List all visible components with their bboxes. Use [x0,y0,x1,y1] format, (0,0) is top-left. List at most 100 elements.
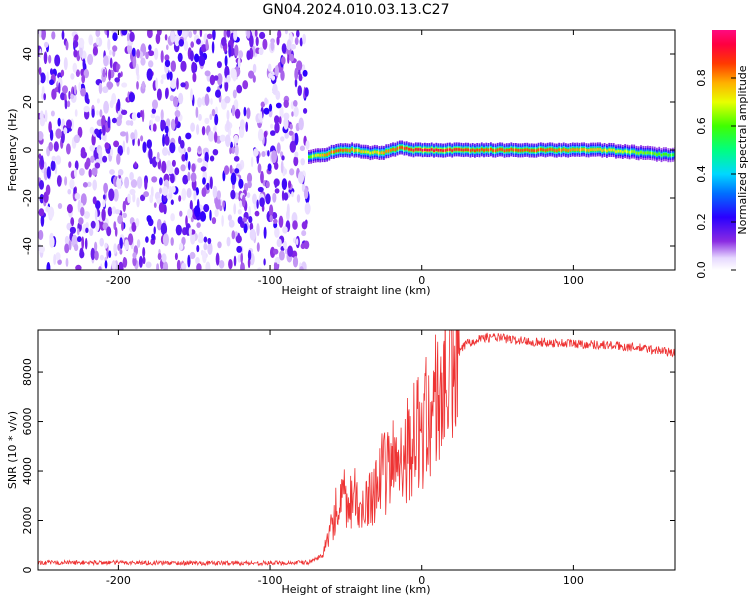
noise-speckle [293,156,299,167]
noise-speckle [211,108,216,117]
spectral-cell [592,148,595,151]
noise-speckle [150,113,156,119]
spectral-cell [585,148,588,152]
noise-speckle [240,221,245,228]
y-tick-label: 8000 [21,358,34,386]
noise-speckle [101,115,106,128]
noise-speckle [38,67,42,75]
noise-speckle [165,88,169,100]
noise-speckle [293,132,299,146]
noise-speckle [103,182,108,194]
noise-speckle [230,172,237,185]
spectral-cell [310,155,312,158]
noise-speckle [256,223,260,237]
noise-speckle [44,109,48,123]
noise-speckle [169,95,175,102]
noise-speckle [112,45,118,52]
noise-speckle [117,169,124,176]
noise-speckle [41,30,46,41]
spectral-cell [528,149,531,152]
noise-speckle [92,179,97,191]
spectral-cell [312,154,315,158]
noise-speckle [200,166,207,172]
spectral-cell [542,148,545,152]
noise-speckle [55,155,62,165]
spectral-cell [603,148,606,152]
noise-speckle [150,119,154,133]
noise-speckle [38,229,44,241]
noise-speckle [180,164,186,172]
noise-speckle [145,261,152,269]
spectral-cell [355,149,358,152]
noise-speckle [242,80,249,90]
noise-speckle [231,146,236,154]
noise-speckle [274,188,280,194]
noise-speckle [194,205,201,218]
noise-speckle [263,130,268,138]
noise-speckle [155,33,161,45]
spectral-cell [644,151,647,155]
noise-speckle [129,30,132,33]
noise-speckle [101,208,106,222]
noise-speckle [109,57,113,69]
noise-speckle [210,98,213,105]
spectral-cell [656,153,658,156]
spectral-cell [583,148,585,151]
noise-speckle [111,117,117,124]
spectral-cell [314,154,317,157]
noise-speckle [125,120,132,126]
noise-speckle [147,30,153,39]
noise-speckle [274,122,280,134]
noise-speckle [169,142,176,154]
noise-speckle [271,150,277,164]
noise-speckle [181,188,187,201]
noise-speckle [198,55,206,67]
noise-speckle [85,222,89,229]
noise-speckle [216,61,222,69]
noise-speckle [280,70,285,81]
spectral-cell [626,150,629,153]
noise-speckle [109,169,115,175]
spectral-cell [494,149,497,152]
noise-speckle [86,181,92,187]
spectral-cell [608,148,611,152]
noise-speckle [206,86,211,93]
noise-speckle [137,138,140,147]
noise-speckle [50,160,56,172]
noise-speckle [94,128,99,135]
noise-speckle [268,103,273,112]
spectral-cell [646,151,649,154]
spectral-cell [606,149,608,153]
noise-speckle [270,123,274,129]
noise-speckle [160,50,164,63]
noise-speckle [195,257,200,265]
noise-speckle [274,115,280,124]
spectral-cell [471,148,474,152]
noise-speckle [167,150,171,156]
noise-speckle [140,194,146,202]
noise-speckle [102,155,108,163]
noise-speckle [151,176,158,183]
noise-speckle [143,191,150,198]
noise-speckle [127,43,132,54]
noise-speckle [296,60,303,72]
noise-speckle [270,39,275,51]
noise-speckle [202,177,206,185]
spectral-cell [326,153,328,156]
noise-speckle [286,39,292,51]
noise-speckle [170,213,175,222]
noise-speckle [114,227,118,237]
spectral-cell [535,149,538,152]
noise-speckle [103,55,109,67]
noise-speckle [271,75,276,81]
snr-x-label: Height of straight line (km) [281,583,430,596]
noise-speckle [151,108,156,114]
noise-speckle [145,236,149,243]
spectral-cell [551,148,554,151]
noise-speckle [203,204,210,213]
spectral-cell [437,149,440,152]
spectral-cell [512,148,515,152]
spectral-cell [594,148,597,151]
noise-speckle [165,118,171,128]
